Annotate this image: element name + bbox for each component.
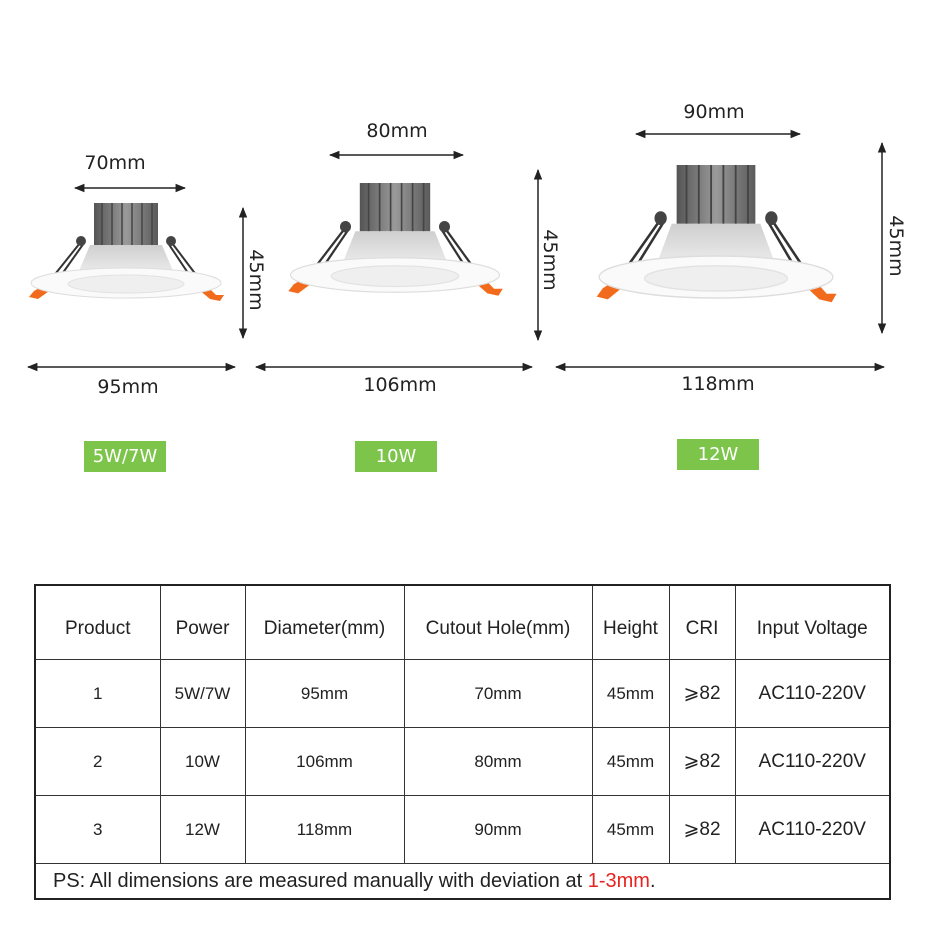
power-badge-2: 10W (355, 441, 437, 472)
downlight-10w (287, 181, 504, 297)
table-row: 1 5W/7W 95mm 70mm 45mm ⩾82 AC110-220V (34, 659, 891, 728)
header-height: Height (591, 584, 670, 660)
note-period: . (649, 869, 656, 892)
downlight-5w-7w (28, 202, 225, 302)
cell-product: 1 (34, 659, 161, 728)
cell-product: 2 (34, 727, 161, 796)
note-row: PS: All dimensions are measured manually… (34, 863, 891, 900)
height-label-1: 45mm (245, 249, 267, 311)
cell-cri: ⩾82 (668, 795, 736, 864)
cutout-label-3: 90mm (683, 101, 745, 123)
diameter-label-1: 95mm (97, 376, 159, 398)
cutout-label-1: 70mm (84, 152, 146, 174)
header-power: Power (159, 584, 246, 660)
cell-product: 3 (34, 795, 161, 864)
power-badge-3: 12W (677, 439, 759, 470)
cell-voltage: AC110-220V (734, 727, 891, 796)
cell-diameter: 106mm (244, 727, 405, 796)
cell-cutout: 80mm (403, 727, 593, 796)
table-row: 3 12W 118mm 90mm 45mm ⩾82 AC110-220V (34, 795, 891, 864)
note-text: PS: All dimensions are measured manually… (53, 869, 588, 892)
cell-cutout: 90mm (403, 795, 593, 864)
diameter-label-3: 118mm (681, 373, 755, 395)
cell-diameter: 95mm (244, 659, 405, 728)
cell-height: 45mm (591, 795, 670, 864)
cell-voltage: AC110-220V (734, 659, 891, 728)
header-cutout: Cutout Hole(mm) (403, 584, 593, 660)
dimension-arrows (26, 129, 887, 372)
height-label-3: 45mm (885, 215, 907, 277)
table-row: 2 10W 106mm 80mm 45mm ⩾82 AC110-220V (34, 727, 891, 796)
header-cri: CRI (668, 584, 736, 660)
header-diameter: Diameter(mm) (244, 584, 405, 660)
note-deviation: 1-3mm (587, 869, 650, 892)
height-label-2: 45mm (539, 229, 561, 291)
measurement-note: PS: All dimensions are measured manually… (34, 863, 891, 900)
cutout-label-2: 80mm (366, 120, 428, 142)
cell-cutout: 70mm (403, 659, 593, 728)
cell-height: 45mm (591, 727, 670, 796)
power-badge-1: 5W/7W (84, 441, 166, 472)
cell-diameter: 118mm (244, 795, 405, 864)
header-product: Product (34, 584, 161, 660)
table-header-row: Product Power Diameter(mm) Cutout Hole(m… (34, 584, 891, 660)
downlight-illustrations (26, 129, 887, 372)
spec-table: Product Power Diameter(mm) Cutout Hole(m… (34, 584, 891, 900)
cell-cri: ⩾82 (668, 727, 736, 796)
cell-height: 45mm (591, 659, 670, 728)
cell-power: 12W (159, 795, 246, 864)
cell-cri: ⩾82 (668, 659, 736, 728)
diameter-label-2: 106mm (363, 374, 437, 396)
cell-power: 5W/7W (159, 659, 246, 728)
cell-power: 10W (159, 727, 246, 796)
cell-voltage: AC110-220V (734, 795, 891, 864)
downlight-12w (595, 163, 838, 304)
header-voltage: Input Voltage (734, 584, 891, 660)
